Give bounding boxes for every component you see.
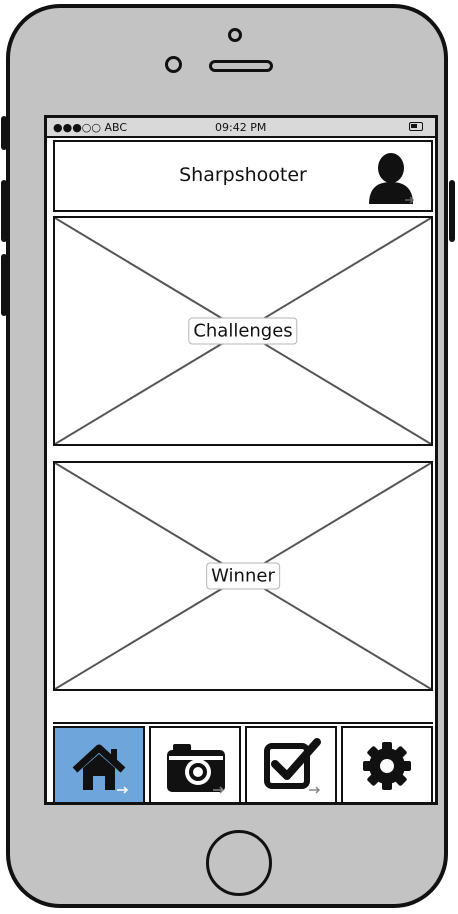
home-hardware-button[interactable] bbox=[206, 830, 272, 896]
tab-home[interactable] bbox=[53, 726, 145, 802]
winner-panel[interactable]: Winner bbox=[53, 461, 433, 691]
tab-camera[interactable] bbox=[149, 726, 241, 802]
battery-icon bbox=[409, 122, 423, 131]
gear-icon bbox=[363, 742, 411, 790]
app-title: Sharpshooter bbox=[179, 164, 307, 186]
volume-up-button bbox=[1, 180, 7, 242]
app-header: Sharpshooter bbox=[53, 140, 433, 212]
challenges-label: Challenges bbox=[188, 317, 298, 345]
earpiece-dot bbox=[228, 28, 242, 42]
tab-bar bbox=[53, 722, 433, 802]
speaker-grille bbox=[209, 60, 273, 72]
challenges-panel[interactable]: Challenges bbox=[53, 216, 433, 446]
tab-checklist[interactable] bbox=[245, 726, 337, 802]
mute-switch bbox=[1, 116, 7, 150]
front-camera bbox=[165, 56, 182, 73]
screen: ●●●○○ ABC 09:42 PM Sharpshooter Challeng… bbox=[44, 115, 438, 805]
user-icon[interactable] bbox=[365, 148, 421, 206]
volume-down-button bbox=[1, 254, 7, 316]
tab-settings[interactable] bbox=[341, 726, 433, 802]
winner-label: Winner bbox=[206, 562, 280, 590]
status-time: 09:42 PM bbox=[215, 121, 267, 134]
checkbox-icon bbox=[264, 738, 321, 794]
camera-icon bbox=[167, 744, 225, 794]
home-icon bbox=[72, 744, 129, 794]
power-button bbox=[449, 180, 455, 242]
phone-frame: ●●●○○ ABC 09:42 PM Sharpshooter Challeng… bbox=[1, 4, 455, 908]
carrier-signal: ●●●○○ ABC bbox=[53, 121, 128, 134]
status-bar: ●●●○○ ABC 09:42 PM bbox=[47, 118, 435, 138]
